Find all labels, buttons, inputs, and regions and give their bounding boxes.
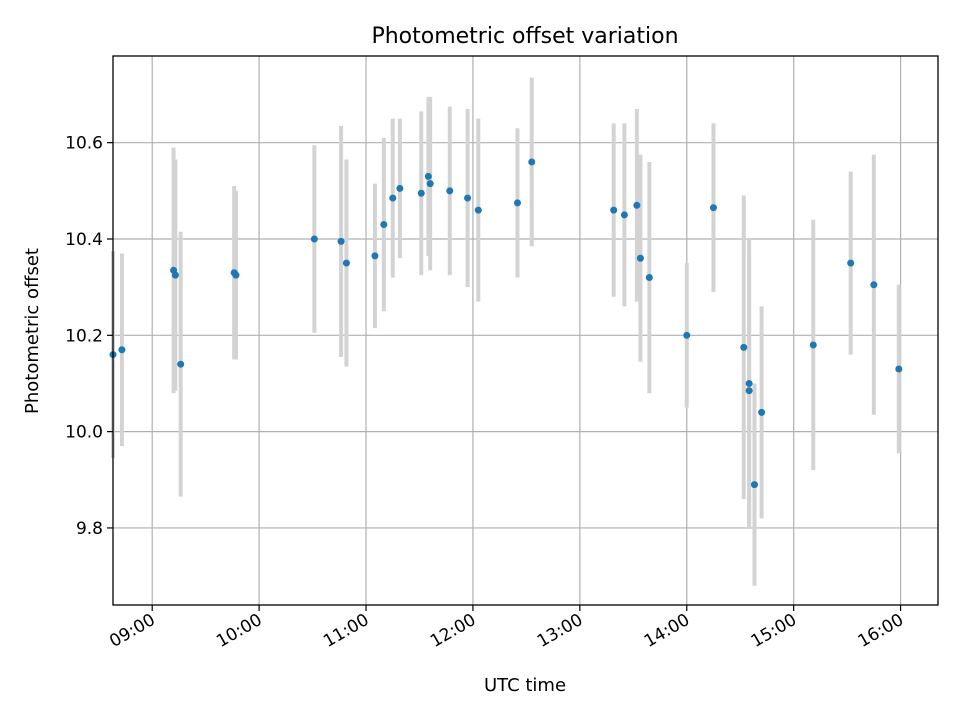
data-point — [528, 158, 536, 166]
data-point — [709, 204, 717, 212]
x-axis-label: UTC time — [484, 675, 566, 696]
data-point — [371, 252, 379, 260]
data-point — [171, 271, 179, 279]
y-tick-label: 10.0 — [65, 423, 103, 443]
data-point — [424, 172, 432, 180]
data-point — [426, 180, 434, 188]
chart-title: Photometric offset variation — [371, 24, 678, 49]
data-point — [177, 360, 185, 368]
data-point — [310, 235, 318, 243]
data-point — [118, 346, 126, 354]
plot-frame — [112, 55, 939, 606]
data-point — [513, 199, 521, 207]
data-point — [636, 254, 644, 262]
data-point — [620, 211, 628, 219]
data-point — [464, 194, 472, 202]
data-point — [847, 259, 855, 267]
data-point — [683, 331, 691, 339]
data-point — [895, 365, 903, 373]
data-point — [232, 271, 240, 279]
y-tick-label: 10.4 — [65, 230, 103, 250]
data-point — [446, 187, 454, 195]
data-point — [870, 281, 878, 289]
point-layer — [109, 158, 903, 489]
data-point — [809, 341, 817, 349]
data-point — [389, 194, 397, 202]
plot-area — [113, 56, 938, 605]
data-point — [645, 274, 653, 282]
data-point — [633, 201, 641, 209]
data-point — [750, 481, 758, 489]
data-point — [610, 206, 618, 214]
data-point — [740, 343, 748, 351]
y-tick-label: 10.2 — [65, 326, 103, 346]
data-point — [342, 259, 350, 267]
data-point — [417, 189, 425, 197]
y-axis-label: Photometric offset — [22, 248, 43, 414]
data-point — [380, 221, 388, 229]
data-point — [474, 206, 482, 214]
data-point — [745, 387, 753, 395]
data-point — [337, 237, 345, 245]
y-tick-label: 9.8 — [76, 519, 103, 539]
data-point — [758, 408, 766, 416]
data-point — [745, 379, 753, 387]
y-tick-label: 10.6 — [65, 134, 103, 154]
data-point — [396, 184, 404, 192]
